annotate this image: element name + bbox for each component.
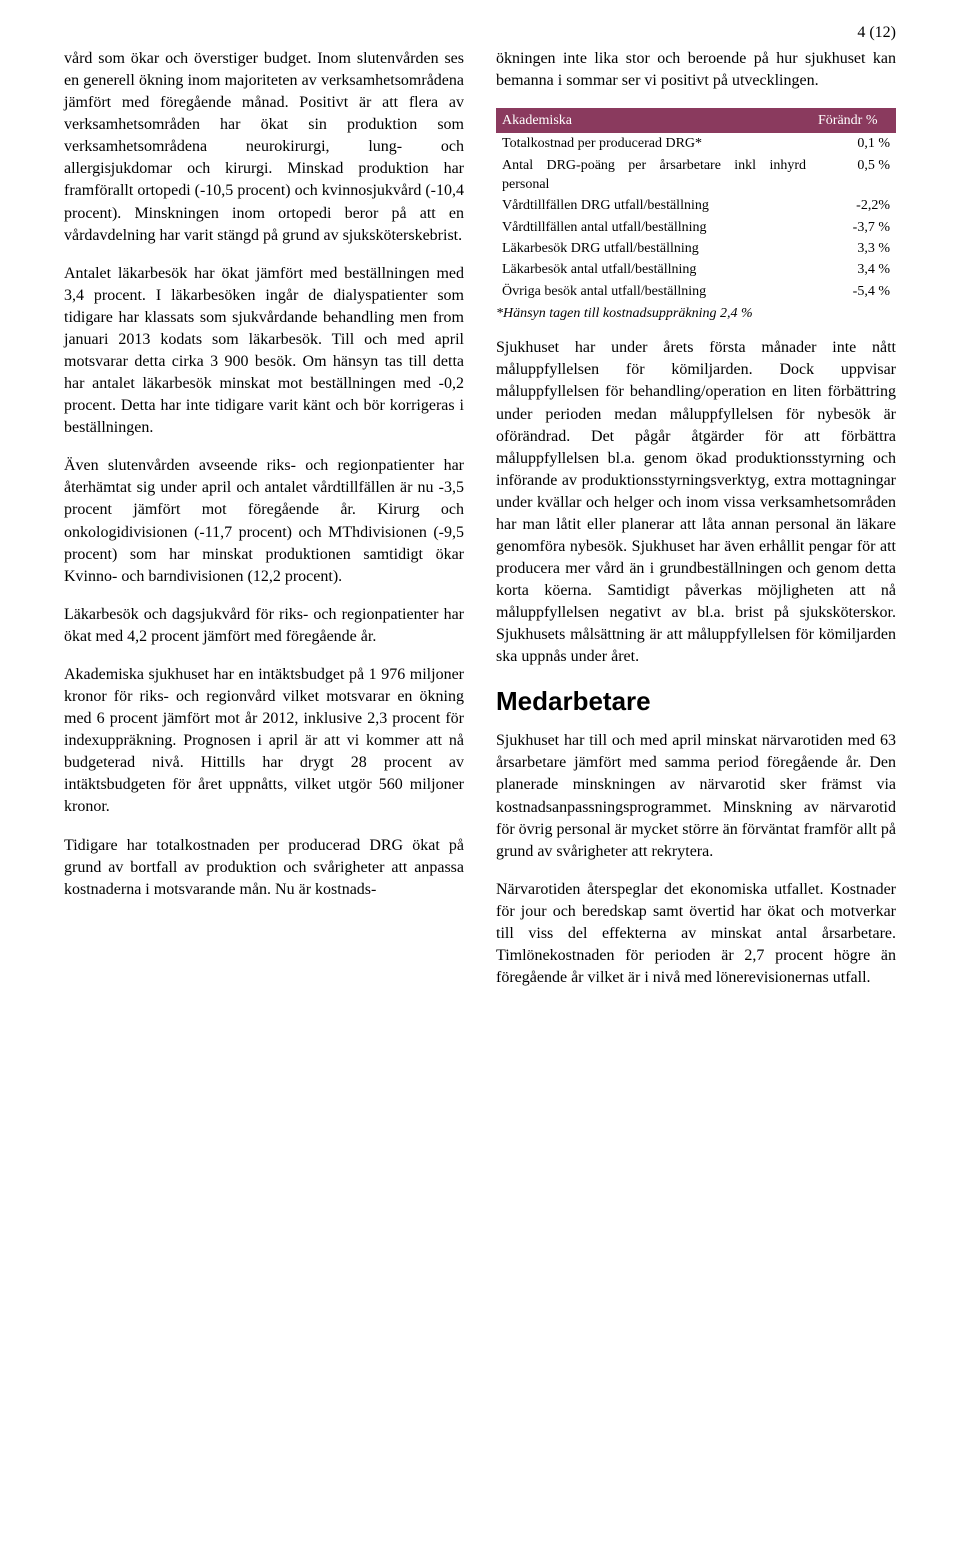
table-cell-value: -5,4 % <box>812 281 896 302</box>
paragraph: vård som ökar och överstiger budget. Ino… <box>64 48 464 247</box>
table-cell-label: Läkarbesök DRG utfall/beställning <box>496 238 812 259</box>
paragraph: Sjukhuset har till och med april minskat… <box>496 730 896 862</box>
table-cell-value: 0,5 % <box>812 155 896 196</box>
table-footnote: *Hänsyn tagen till kostnadsuppräkning 2,… <box>496 304 896 323</box>
table-cell-value: 3,4 % <box>812 259 896 280</box>
table-header-label: Akademiska <box>496 108 812 133</box>
table-row: Antal DRG-poäng per årsarbetare inkl inh… <box>496 155 896 196</box>
paragraph: Tidigare har totalkostnaden per producer… <box>64 835 464 901</box>
table-cell-label: Läkarbesök antal utfall/beställning <box>496 259 812 280</box>
table-cell-label: Totalkostnad per producerad DRG* <box>496 133 812 154</box>
section-heading-medarbetare: Medarbetare <box>496 684 896 720</box>
table-body: Totalkostnad per producerad DRG*0,1 %Ant… <box>496 133 896 302</box>
right-column: ökningen inte lika stor och beroende på … <box>496 48 896 989</box>
akademiska-table: Akademiska Förändr % Totalkostnad per pr… <box>496 108 896 302</box>
table-row: Läkarbesök antal utfall/beställning3,4 % <box>496 259 896 280</box>
table-cell-value: 0,1 % <box>812 133 896 154</box>
table-row: Vårdtillfällen DRG utfall/beställning-2,… <box>496 195 896 216</box>
left-column: vård som ökar och överstiger budget. Ino… <box>64 48 464 989</box>
paragraph: Antalet läkarbesök har ökat jämfört med … <box>64 263 464 440</box>
paragraph: Akademiska sjukhuset har en intäktsbudge… <box>64 664 464 819</box>
table-cell-value: -3,7 % <box>812 217 896 238</box>
table-cell-label: Vårdtillfällen DRG utfall/beställning <box>496 195 812 216</box>
table-cell-value: 3,3 % <box>812 238 896 259</box>
table-cell-value: -2,2% <box>812 195 896 216</box>
two-column-layout: vård som ökar och överstiger budget. Ino… <box>64 48 896 989</box>
table-row: Läkarbesök DRG utfall/beställning3,3 % <box>496 238 896 259</box>
table-row: Totalkostnad per producerad DRG*0,1 % <box>496 133 896 154</box>
paragraph: ökningen inte lika stor och beroende på … <box>496 48 896 92</box>
table-cell-label: Övriga besök antal utfall/beställning <box>496 281 812 302</box>
table-row: Övriga besök antal utfall/beställning-5,… <box>496 281 896 302</box>
paragraph: Sjukhuset har under årets första månader… <box>496 337 896 668</box>
paragraph: Närvarotiden återspeglar det ekonomiska … <box>496 879 896 989</box>
table-cell-label: Vårdtillfällen antal utfall/beställning <box>496 217 812 238</box>
paragraph: Läkarbesök och dagsjukvård för riks- och… <box>64 604 464 648</box>
document-page: 4 (12) vård som ökar och överstiger budg… <box>0 0 960 1037</box>
table-cell-label: Antal DRG-poäng per årsarbetare inkl inh… <box>496 155 812 196</box>
paragraph: Även slutenvården avseende riks- och reg… <box>64 455 464 587</box>
table-row: Vårdtillfällen antal utfall/beställning-… <box>496 217 896 238</box>
table-header-value: Förändr % <box>812 108 896 133</box>
page-number: 4 (12) <box>857 24 896 42</box>
